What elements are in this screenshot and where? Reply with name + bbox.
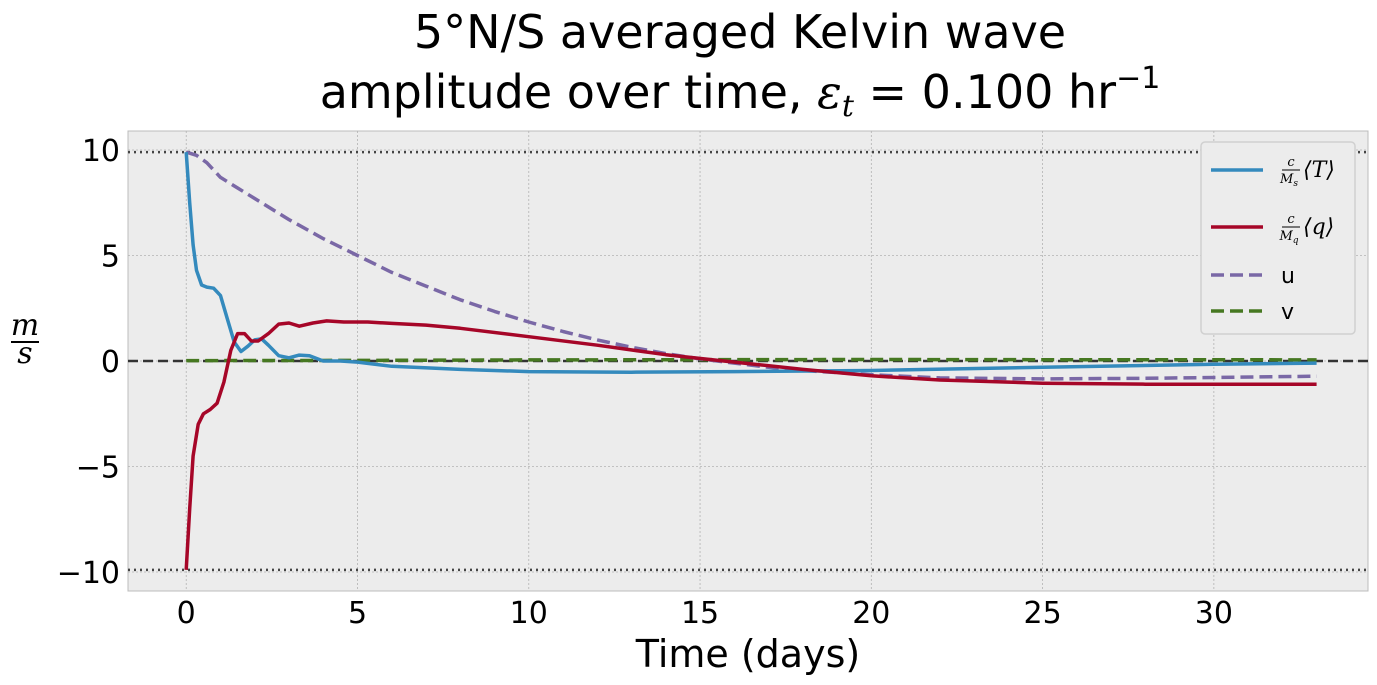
chart-title-epsilon-sub: t — [842, 89, 855, 124]
y-tick-label: 5 — [101, 239, 120, 274]
x-tick-label: 10 — [510, 596, 548, 631]
chart-title-value: = 0.100 hr — [854, 65, 1116, 119]
y-axis-label-denominator: s — [17, 336, 32, 371]
x-tick-label: 5 — [348, 596, 367, 631]
chart-title-epsilon: ε — [817, 65, 842, 119]
y-tick-label: 0 — [101, 345, 120, 380]
series-line-q — [184, 319, 1317, 570]
legend-variable: ⟨T⟩ — [1303, 158, 1335, 183]
legend-box — [1200, 141, 1356, 335]
y-tick-label: −10 — [57, 556, 120, 591]
x-ticks: 0 5 10 15 20 25 30 — [177, 596, 1233, 631]
series-line-T — [184, 151, 1317, 374]
x-axis-label: Time (days) — [635, 632, 860, 676]
legend-fraction-numerator: c — [1287, 212, 1295, 227]
x-tick-label: 0 — [177, 596, 196, 631]
y-tick-label: 10 — [82, 134, 120, 169]
y-axis-label: m s — [11, 308, 39, 371]
legend-label: v — [1281, 300, 1294, 325]
x-tick-label: 25 — [1023, 596, 1061, 631]
series-lines — [184, 150, 1317, 570]
chart-title-prefix: amplitude over time, — [320, 65, 817, 119]
series-line-v — [186, 357, 1317, 363]
legend-fraction-numerator: c — [1287, 155, 1295, 170]
x-tick-label: 15 — [681, 596, 719, 631]
legend: cMs⟨T⟩cMq⟨q⟩uv — [1200, 141, 1356, 335]
y-tick-label: −5 — [76, 451, 120, 486]
y-ticks: −10 −5 0 5 10 — [57, 134, 120, 591]
legend-label: u — [1281, 264, 1295, 289]
legend-variable: ⟨q⟩ — [1303, 215, 1334, 240]
x-tick-label: 30 — [1195, 596, 1233, 631]
x-tick-label: 20 — [852, 596, 890, 631]
chart-title-exponent: −1 — [1116, 61, 1160, 96]
y-axis-label-numerator: m — [11, 308, 39, 343]
chart-title-line1: 5°N/S averaged Kelvin wave — [414, 5, 1066, 59]
chart-title-line2: amplitude over time, εt = 0.100 hr−1 — [320, 61, 1161, 124]
